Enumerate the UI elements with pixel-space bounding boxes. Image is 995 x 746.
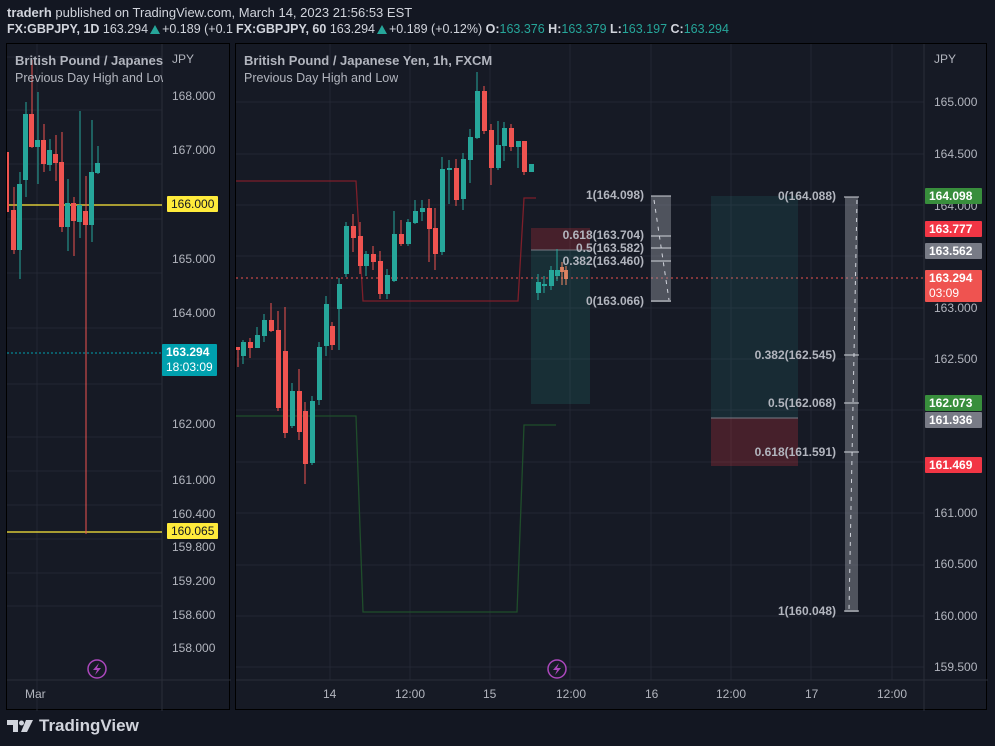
price-tag-161936: 161.936 — [925, 412, 982, 428]
price-tag-163562: 163.562 — [925, 243, 982, 259]
high-label: H: — [548, 22, 562, 36]
price-tag-163777: 163.777 — [925, 221, 982, 237]
close-label: C: — [670, 22, 684, 36]
x-tick: 12:00 — [716, 687, 747, 701]
fib2-level-05: 0.5(162.068) — [767, 396, 836, 410]
brand-name: TradingView — [39, 716, 139, 735]
last-price-value: 163.294 — [929, 271, 973, 285]
bar-countdown: 18:03:09 — [166, 360, 213, 374]
prev-day-high-tag: 166.000 — [167, 196, 219, 212]
daily-indicator-name[interactable]: Previous Day High and Low — [15, 71, 163, 85]
hourly-chart-title: British Pound / Japanese Yen, 1h, FXCM — [244, 53, 493, 68]
hourly-chart-canvas[interactable] — [236, 44, 988, 711]
y-tick: 160.500 — [934, 557, 978, 571]
right-legend: FX:GBPJPY, 60 163.294 +0.189 (+0.12%) O:1… — [236, 22, 729, 36]
y-tick: 164.500 — [934, 147, 978, 161]
right-symbol: FX:GBPJPY, 60 — [236, 22, 327, 36]
price-tag-164098: 164.098 — [925, 188, 982, 204]
publish-header: traderh published on TradingView.com, Ma… — [7, 5, 412, 20]
last-price-tag: 163.294 18:03:09 — [162, 344, 217, 376]
y-tick: 161.000 — [172, 473, 216, 487]
currency-label: JPY — [172, 52, 195, 66]
y-tick: 161.000 — [934, 506, 978, 520]
lightning-icon[interactable] — [547, 659, 567, 679]
price-tag-161469: 161.469 — [925, 457, 982, 473]
y-tick: 165.000 — [934, 95, 978, 109]
y-tick: 163.000 — [934, 301, 978, 315]
open-value: 163.376 — [499, 22, 545, 36]
high-value: 163.379 — [561, 22, 607, 36]
tradingview-logo-icon — [7, 720, 33, 732]
low-value: 163.197 — [621, 22, 668, 36]
open-label: O: — [485, 22, 500, 36]
low-label: L: — [610, 22, 622, 36]
fib2-level-0618: 0.618(161.591) — [754, 445, 836, 459]
y-tick: 160.400 — [172, 507, 216, 521]
fib2-level-1: 1(160.048) — [777, 604, 836, 618]
y-tick: 158.600 — [172, 608, 216, 622]
fib-retracement-2[interactable] — [844, 196, 859, 612]
y-tick: 168.000 — [172, 89, 216, 103]
x-tick: 14 — [323, 687, 337, 701]
published-text: published on TradingView.com, March 14, … — [55, 5, 413, 20]
right-change: +0.189 (+0.12%) — [389, 22, 483, 36]
fib1-level-05: 0.5(163.582) — [575, 241, 644, 255]
tradingview-logo[interactable]: TradingView — [7, 716, 139, 736]
y-tick: 160.000 — [934, 609, 978, 623]
daily-chart-pane[interactable]: British Pound / Japanese Previous Day Hi… — [6, 43, 231, 711]
prev-day-low-tag: 160.065 — [167, 523, 219, 539]
x-tick: 15 — [483, 687, 497, 701]
x-tick: Mar — [25, 687, 46, 701]
left-legend: FX:GBPJPY, 1D 163.294 +0.189 (+0.1 — [7, 22, 237, 36]
fib-retracement-1[interactable] — [651, 195, 671, 302]
close-value: 163.294 — [683, 22, 729, 36]
fib1-level-0382: 0.382(163.460) — [562, 254, 644, 268]
bar-countdown: 03:09 — [929, 286, 960, 300]
author-name[interactable]: traderh — [7, 5, 52, 20]
left-change: +0.189 (+0.1 — [162, 22, 233, 36]
y-tick: 162.000 — [172, 417, 216, 431]
daily-chart-canvas[interactable] — [7, 44, 231, 711]
fib2-level-0: 0(164.088) — [777, 189, 836, 203]
hourly-indicator-name[interactable]: Previous Day High and Low — [244, 71, 399, 85]
y-tick: 159.800 — [172, 540, 216, 554]
price-tag-162073: 162.073 — [925, 395, 982, 411]
y-tick: 159.200 — [172, 574, 216, 588]
x-tick: 12:00 — [556, 687, 587, 701]
y-tick: 158.000 — [172, 641, 216, 655]
y-tick: 164.000 — [172, 306, 216, 320]
fib1-level-0: 0(163.066) — [585, 294, 644, 308]
y-tick: 165.000 — [172, 252, 216, 266]
fib2-level-0382: 0.382(162.545) — [754, 348, 836, 362]
y-tick: 167.000 — [172, 143, 216, 157]
y-tick: 162.500 — [934, 352, 978, 366]
daily-chart-title: British Pound / Japanese — [15, 53, 163, 68]
left-symbol: FX:GBPJPY, 1D — [7, 22, 100, 36]
x-tick: 12:00 — [877, 687, 908, 701]
last-price-value: 163.294 — [166, 345, 210, 359]
x-tick: 16 — [645, 687, 659, 701]
hourly-chart-pane[interactable]: British Pound / Japanese Yen, 1h, FXCM P… — [235, 43, 988, 711]
up-arrow-icon — [377, 25, 387, 34]
y-tick: 159.500 — [934, 660, 978, 674]
fib1-level-1: 1(164.098) — [585, 188, 644, 202]
lightning-icon[interactable] — [87, 659, 107, 679]
right-price: 163.294 — [329, 22, 375, 36]
x-tick: 17 — [805, 687, 819, 701]
x-tick: 12:00 — [395, 687, 426, 701]
currency-label: JPY — [934, 52, 957, 66]
last-price-tag: 163.294 03:09 — [925, 270, 982, 302]
up-arrow-icon — [150, 25, 161, 34]
left-price: 163.294 — [102, 22, 149, 36]
fib1-level-0618: 0.618(163.704) — [562, 228, 644, 242]
